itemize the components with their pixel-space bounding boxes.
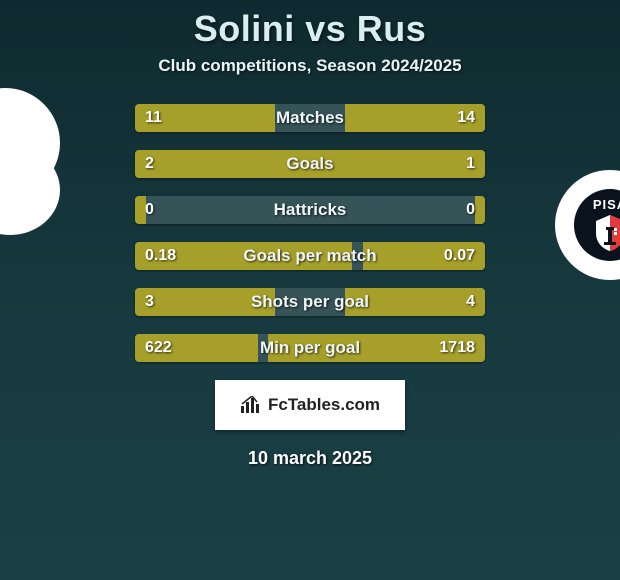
stat-row: 2 1 Goals (135, 150, 485, 178)
stat-value-left: 622 (145, 339, 172, 357)
stat-row: 622 1718 Min per goal (135, 334, 485, 362)
stat-label: Matches (276, 108, 344, 128)
brand-box: FcTables.com (215, 380, 405, 430)
brand-chart-icon (240, 396, 262, 414)
brand-text: FcTables.com (268, 395, 380, 415)
club-badge-right: PISA (555, 170, 620, 280)
stat-row: 3 4 Shots per goal (135, 288, 485, 316)
stat-value-right: 0 (466, 201, 475, 219)
bar-right-fill (345, 150, 485, 178)
stat-value-left: 0.18 (145, 247, 176, 265)
stat-label: Shots per goal (251, 292, 369, 312)
stat-label: Goals (286, 154, 333, 174)
stat-value-left: 3 (145, 293, 154, 311)
stat-row: 0 0 Hattricks (135, 196, 485, 224)
stat-value-right: 0.07 (444, 247, 475, 265)
stat-row: 0.18 0.07 Goals per match (135, 242, 485, 270)
date-label: 10 march 2025 (0, 448, 620, 469)
stat-label: Min per goal (260, 338, 360, 358)
stat-value-right: 4 (466, 293, 475, 311)
stat-value-left: 2 (145, 155, 154, 173)
stat-value-right: 14 (457, 109, 475, 127)
stat-row: 11 14 Matches (135, 104, 485, 132)
stat-value-right: 1718 (439, 339, 475, 357)
subtitle: Club competitions, Season 2024/2025 (0, 56, 620, 76)
stat-value-left: 0 (145, 201, 154, 219)
pisa-badge-text: PISA (593, 197, 620, 212)
page-title: Solini vs Rus (0, 8, 620, 50)
bar-left-fill (135, 196, 146, 224)
stats-bars: 11 14 Matches 2 1 Goals 0 0 Hattricks 0.18 0.07 Goa… (135, 104, 485, 362)
stat-label: Hattricks (274, 200, 347, 220)
stat-value-right: 1 (466, 155, 475, 173)
bar-right-fill (475, 196, 486, 224)
stat-label: Goals per match (243, 246, 376, 266)
stat-value-left: 11 (145, 109, 162, 127)
pisa-badge: PISA (574, 189, 620, 261)
shield-icon (590, 213, 620, 253)
